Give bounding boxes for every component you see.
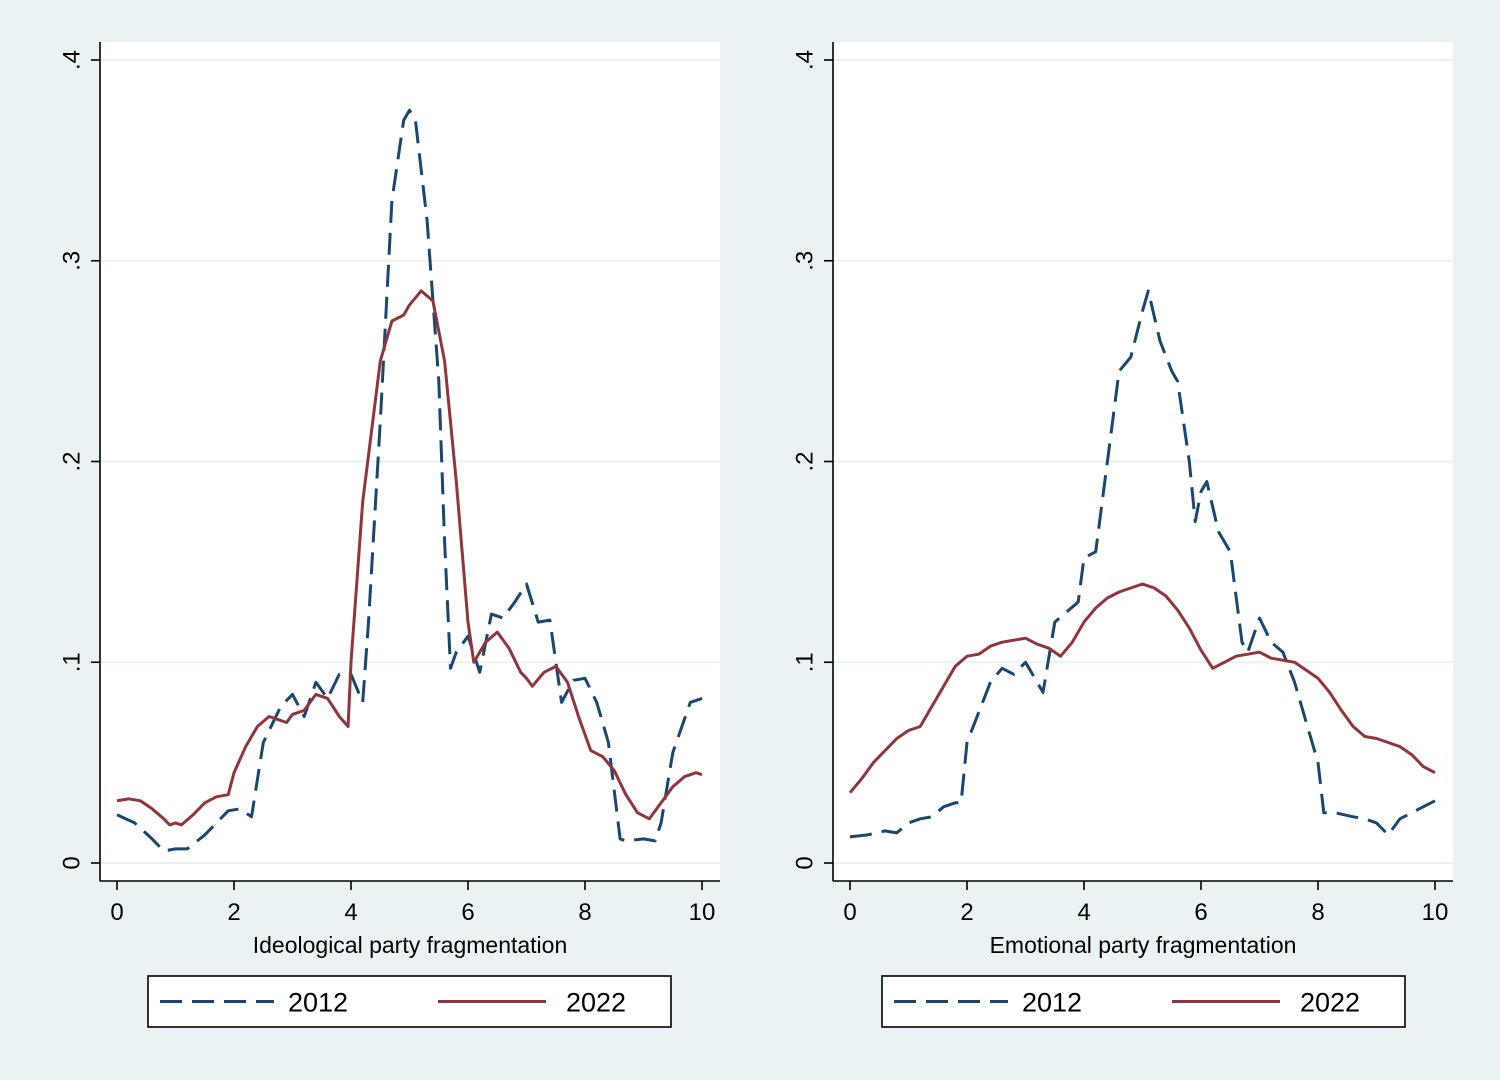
y-tick-label: .2 [791, 451, 818, 471]
series-line-2022 [116, 289, 703, 827]
series-line-2012 [849, 289, 1436, 839]
legend-label-2012: 2012 [288, 988, 348, 1018]
y-tick-label: .3 [791, 251, 818, 271]
x-tick-label: 8 [1311, 899, 1324, 926]
y-tick-label: .1 [58, 652, 85, 672]
x-tick-label: 0 [110, 899, 123, 926]
legend-label-2022: 2022 [566, 988, 626, 1018]
legend-label-2012: 2012 [1022, 988, 1082, 1018]
y-tick-label: .4 [791, 50, 818, 70]
x-tick-label: 0 [843, 899, 856, 926]
legend-label-2022: 2022 [1300, 988, 1360, 1018]
y-tick-label: .4 [58, 50, 85, 70]
x-tick-label: 4 [1077, 899, 1090, 926]
x-tick-label: 2 [227, 899, 240, 926]
x-tick-label: 8 [578, 899, 591, 926]
chart-panel-2: 0 .1 .2 .3 .4 0 2 4 6 8 10 Emotional party fragment… [791, 42, 1453, 1028]
x-axis-title: Emotional party fragmentation [990, 932, 1297, 958]
series-line-2022 [848, 582, 1436, 794]
x-tick-label: 4 [344, 899, 357, 926]
x-tick-label: 6 [461, 899, 474, 926]
x-tick-label: 2 [960, 899, 973, 926]
y-tick-label: .1 [791, 652, 818, 672]
series-line-2012 [116, 108, 703, 853]
x-tick-label: 10 [1422, 899, 1449, 926]
y-tick-label: .3 [58, 251, 85, 271]
legend: 2012 2022 [881, 975, 1406, 1028]
y-tick-label: .2 [58, 451, 85, 471]
legend: 2012 2022 [147, 975, 672, 1028]
x-axis-title: Ideological party fragmentation [253, 932, 568, 958]
y-tick-label: 0 [791, 856, 818, 869]
chart-panel-1: 0 .1 .2 .3 .4 0 2 4 6 8 10 Ideological party fragme… [58, 42, 720, 1028]
y-tick-label: 0 [58, 856, 85, 869]
x-tick-label: 10 [689, 899, 716, 926]
x-tick-label: 6 [1194, 899, 1207, 926]
